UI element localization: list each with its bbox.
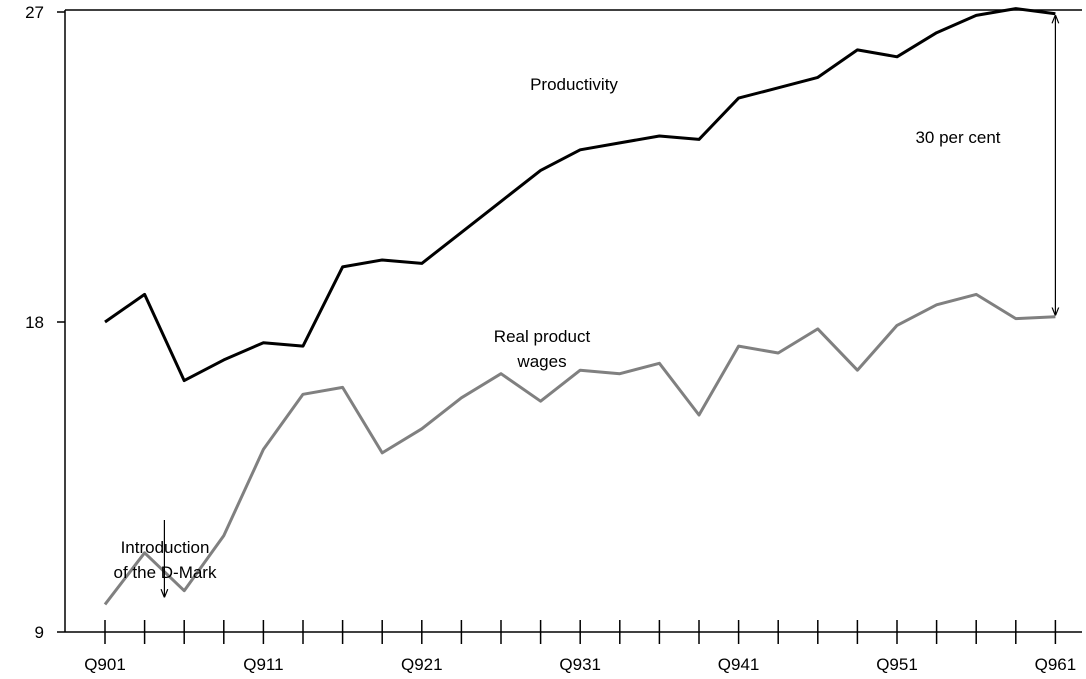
y-tick-label: 27 — [25, 3, 44, 22]
wages-label-line2: wages — [516, 352, 566, 371]
y-tick-label: 9 — [35, 623, 44, 642]
x-tick-label: Q951 — [876, 655, 918, 674]
productivity-label: Productivity — [530, 75, 618, 94]
real-product-wages-line — [103, 292, 1056, 606]
x-tick-label: Q941 — [718, 655, 760, 674]
x-tick-label: Q901 — [84, 655, 126, 674]
x-tick-label: Q911 — [243, 655, 283, 674]
wages-label-line1: Real product — [494, 327, 591, 346]
x-tick-label: Q931 — [559, 655, 601, 674]
series-group — [103, 7, 1056, 606]
productivity-line — [104, 7, 1056, 383]
x-tick-label: Q961 — [1035, 655, 1077, 674]
y-ticks: 9 18 27 — [25, 3, 65, 642]
gap-label: 30 per cent — [915, 128, 1000, 147]
x-ticks: Q901 Q911 Q921 Q931 Q941 Q951 Q961 — [84, 620, 1076, 674]
x-tick-label: Q921 — [401, 655, 443, 674]
dmark-label-line2: of the D-Mark — [114, 563, 217, 582]
y-tick-label: 18 — [25, 313, 44, 332]
